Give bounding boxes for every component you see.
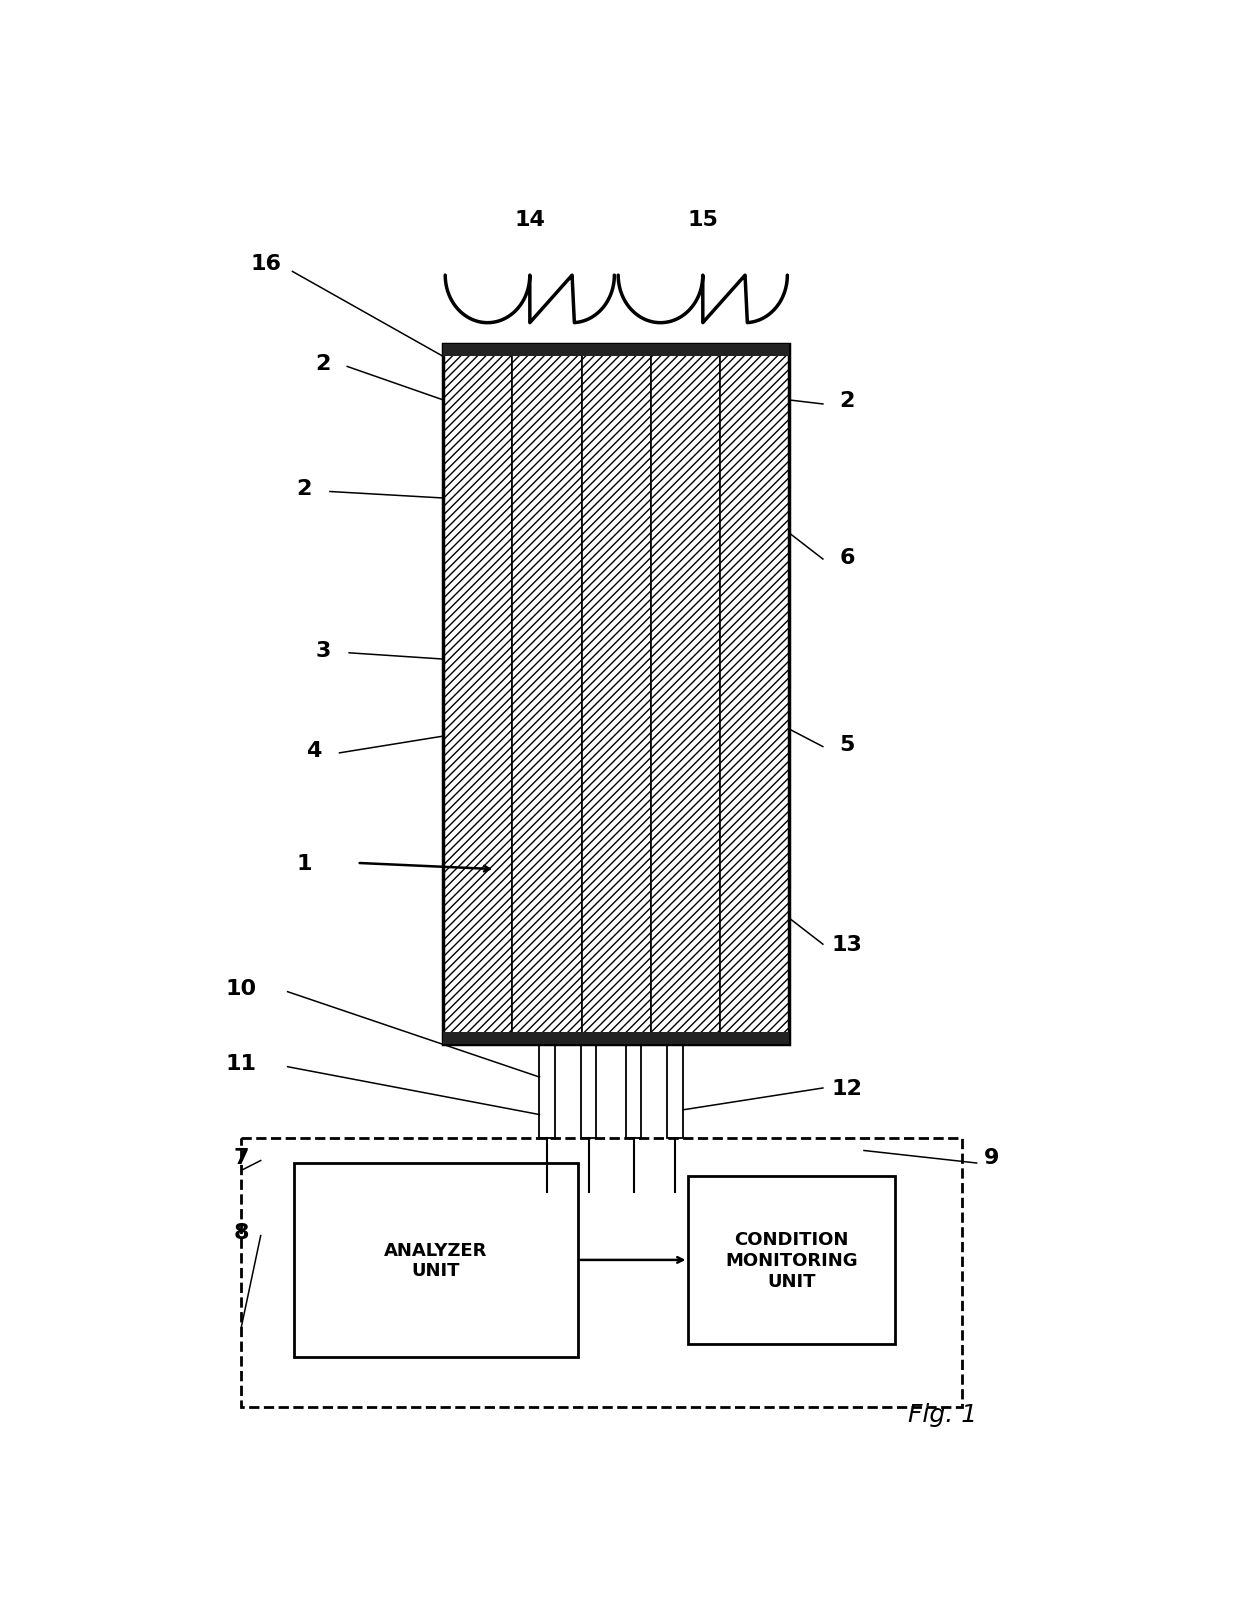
Bar xyxy=(580,1045,596,1138)
Bar xyxy=(294,1164,578,1357)
Text: 3: 3 xyxy=(315,641,331,661)
Text: 2: 2 xyxy=(839,391,854,411)
Bar xyxy=(667,1045,683,1138)
Bar xyxy=(242,1138,962,1407)
Bar xyxy=(444,344,789,357)
Text: 2: 2 xyxy=(296,479,311,498)
Text: 8: 8 xyxy=(233,1222,249,1242)
Bar xyxy=(651,344,720,1045)
Text: Fig. 1: Fig. 1 xyxy=(909,1402,977,1425)
Text: 5: 5 xyxy=(839,735,854,755)
Bar xyxy=(539,1045,554,1138)
Bar xyxy=(444,344,512,1045)
Text: 1: 1 xyxy=(296,854,311,873)
Text: ANALYZER
UNIT: ANALYZER UNIT xyxy=(384,1240,487,1279)
Bar xyxy=(444,344,789,1045)
Text: 4: 4 xyxy=(306,740,321,761)
Bar xyxy=(720,344,789,1045)
Text: 14: 14 xyxy=(515,209,546,230)
Text: 6: 6 xyxy=(839,547,854,566)
Bar xyxy=(688,1175,895,1344)
Text: 12: 12 xyxy=(832,1078,862,1099)
Text: 9: 9 xyxy=(983,1147,998,1167)
Text: 15: 15 xyxy=(687,209,718,230)
Text: 7: 7 xyxy=(233,1147,249,1167)
Text: CONDITION
MONITORING
UNIT: CONDITION MONITORING UNIT xyxy=(725,1230,858,1290)
Text: 13: 13 xyxy=(832,935,862,954)
Bar xyxy=(444,1032,789,1045)
Bar xyxy=(512,344,582,1045)
Text: 2: 2 xyxy=(315,354,331,373)
Text: 10: 10 xyxy=(226,979,257,998)
Text: 11: 11 xyxy=(226,1053,257,1073)
Bar xyxy=(626,1045,641,1138)
Text: 16: 16 xyxy=(250,253,281,274)
Bar xyxy=(582,344,651,1045)
